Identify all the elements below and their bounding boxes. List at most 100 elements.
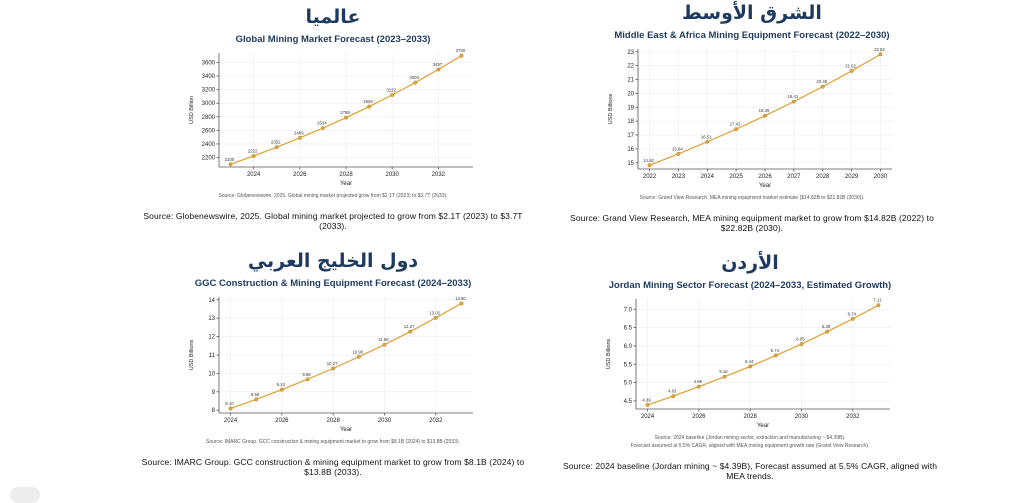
- panel-jordan: الأردن Jordan Mining Sector Forecast (20…: [554, 252, 946, 481]
- svg-text:20.48: 20.48: [816, 79, 827, 84]
- svg-text:8.10: 8.10: [225, 401, 234, 406]
- svg-text:4.63: 4.63: [668, 388, 677, 393]
- svg-text:4.5: 4.5: [624, 399, 633, 405]
- region-heading-arabic-gcc: دول الخليج العربي: [247, 250, 419, 272]
- svg-text:2028: 2028: [816, 174, 830, 180]
- svg-text:2025: 2025: [729, 174, 743, 180]
- svg-text:2024: 2024: [701, 174, 715, 180]
- svg-text:3400: 3400: [202, 74, 216, 80]
- svg-text:2023: 2023: [672, 174, 686, 180]
- svg-text:18.39: 18.39: [759, 108, 770, 113]
- line-chart-mea: 15 16 17 18 19 20 21 22 23 2022 2023 2024 2025 2026 20…: [608, 47, 892, 189]
- svg-text:8.59: 8.59: [251, 392, 260, 397]
- source-caption-jordan: Source: 2024 baseline (Jordan mining ~ $…: [562, 461, 938, 482]
- svg-text:14.82: 14.82: [643, 158, 654, 163]
- figure-source-note-gcc: Source: IMARC Group. GCC construction & …: [205, 438, 460, 445]
- svg-text:12.27: 12.27: [404, 324, 415, 329]
- svg-text:2026: 2026: [275, 418, 289, 424]
- svg-text:22.82: 22.82: [874, 47, 885, 52]
- svg-text:19.41: 19.41: [787, 94, 798, 99]
- svg-text:2100: 2100: [225, 157, 235, 162]
- svg-text:2352: 2352: [271, 139, 281, 144]
- source-caption-mea: Source: Grand View Research, MEA mining …: [570, 212, 934, 233]
- svg-text:9: 9: [212, 390, 216, 396]
- svg-text:USD Billions: USD Billions: [606, 338, 612, 369]
- svg-text:22: 22: [627, 63, 634, 69]
- svg-text:20: 20: [627, 91, 634, 97]
- svg-text:17: 17: [627, 133, 634, 139]
- svg-text:Year: Year: [759, 183, 771, 189]
- svg-text:3600: 3600: [202, 60, 216, 66]
- svg-text:6.05: 6.05: [796, 336, 805, 341]
- svg-text:2400: 2400: [202, 142, 216, 148]
- region-heading-arabic-jordan: الأردن: [721, 252, 779, 274]
- svg-text:7.0: 7.0: [624, 307, 633, 313]
- svg-text:2026: 2026: [293, 172, 307, 178]
- svg-text:10: 10: [208, 371, 215, 377]
- chart-title-jordan: Jordan Mining Sector Forecast (2024–2033…: [608, 279, 892, 291]
- svg-text:2032: 2032: [432, 172, 446, 178]
- svg-text:5.74: 5.74: [771, 348, 780, 353]
- svg-text:4.39: 4.39: [642, 397, 651, 402]
- region-heading-arabic-mea: الشرق الأوسط: [682, 2, 822, 24]
- source-caption-gcc: Source: IMARC Group. GCC construction & …: [141, 456, 525, 477]
- svg-text:3304: 3304: [409, 75, 419, 80]
- svg-text:2634: 2634: [317, 120, 327, 125]
- svg-text:3200: 3200: [202, 87, 216, 93]
- svg-text:11.56: 11.56: [378, 337, 389, 342]
- svg-text:15.64: 15.64: [672, 146, 683, 151]
- svg-text:9.12: 9.12: [277, 382, 286, 387]
- figure-jordan: Jordan Mining Sector Forecast (2024–2033…: [602, 280, 898, 450]
- svg-text:2027: 2027: [787, 174, 801, 180]
- svg-text:11: 11: [209, 353, 216, 359]
- svg-text:13.02: 13.02: [429, 310, 440, 315]
- svg-text:5.5: 5.5: [624, 362, 633, 368]
- svg-text:2029: 2029: [845, 174, 859, 180]
- figure-source-note-jordan: Source: 2024 baseline (Jordan mining sec…: [654, 434, 846, 441]
- svg-text:5.0: 5.0: [624, 380, 633, 386]
- svg-text:3700: 3700: [456, 48, 466, 53]
- svg-text:USD Billions: USD Billions: [189, 339, 195, 370]
- chart-title-global: Global Mining Market Forecast (2023–2033…: [235, 33, 431, 45]
- svg-text:6.74: 6.74: [848, 311, 857, 316]
- svg-text:2032: 2032: [429, 418, 443, 424]
- svg-text:2028: 2028: [743, 414, 757, 420]
- svg-text:12: 12: [208, 334, 215, 340]
- svg-text:2950: 2950: [363, 99, 373, 104]
- svg-text:23: 23: [627, 50, 634, 56]
- figure-source-note2-jordan: Forecast assumed at 5.5% CAGR, aligned w…: [630, 443, 870, 450]
- svg-text:2030: 2030: [795, 414, 809, 420]
- panel-global: عالميا Global Mining Market Forecast (20…: [140, 6, 526, 231]
- svg-text:2032: 2032: [846, 414, 860, 420]
- svg-text:15: 15: [627, 161, 634, 167]
- svg-text:2489: 2489: [294, 130, 304, 135]
- svg-text:14: 14: [208, 298, 215, 304]
- svg-text:16.51: 16.51: [701, 134, 712, 139]
- svg-text:4.89: 4.89: [694, 379, 703, 384]
- svg-text:10.27: 10.27: [327, 361, 338, 366]
- svg-text:3122: 3122: [386, 87, 396, 92]
- svg-text:2028: 2028: [326, 418, 340, 424]
- svg-text:2026: 2026: [758, 174, 772, 180]
- svg-text:2028: 2028: [339, 172, 353, 178]
- svg-text:USD Billions: USD Billions: [608, 93, 614, 124]
- svg-text:6.0: 6.0: [624, 344, 633, 350]
- page-corner-artifact: [10, 487, 40, 503]
- svg-text:Year: Year: [757, 423, 769, 429]
- svg-text:21.62: 21.62: [845, 63, 856, 68]
- svg-text:2024: 2024: [224, 418, 238, 424]
- figure-global: Global Mining Market Forecast (2023–2033…: [185, 34, 481, 200]
- line-chart-jordan: 4.5 5.0 5.5 6.0 6.5 7.0 2024 2026 2028 2030 2032 Ye…: [606, 297, 890, 429]
- svg-text:21: 21: [627, 77, 634, 83]
- svg-text:2200: 2200: [202, 155, 216, 161]
- source-caption-global: Source: Globenewswire, 2025. Global mini…: [143, 210, 523, 231]
- svg-text:2800: 2800: [202, 115, 216, 121]
- svg-text:2024: 2024: [641, 414, 655, 420]
- svg-text:9.68: 9.68: [302, 372, 311, 377]
- svg-text:8: 8: [212, 408, 216, 414]
- svg-text:19: 19: [627, 105, 634, 111]
- svg-text:2026: 2026: [692, 414, 706, 420]
- svg-text:13.80: 13.80: [455, 296, 466, 301]
- svg-text:6.5: 6.5: [624, 325, 633, 331]
- figure-source-note-mea: Source: Grand View Research. MEA mining …: [639, 194, 865, 201]
